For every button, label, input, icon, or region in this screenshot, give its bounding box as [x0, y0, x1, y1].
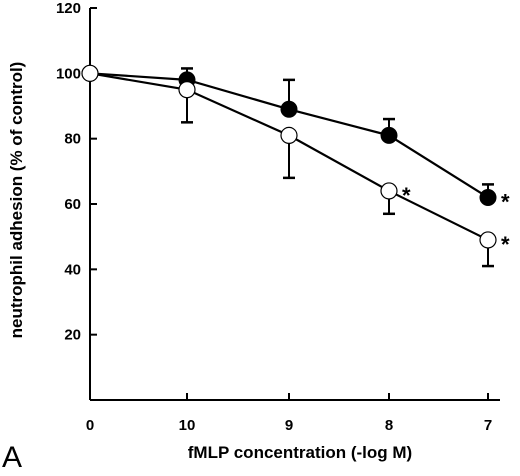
- x-tick-label: 7: [484, 417, 492, 434]
- tick-marks: 20 40 60 80 100 120 0 10 9 8 7: [56, 0, 492, 434]
- x-axis-label: fMLP concentration (-log M): [188, 443, 412, 462]
- data-point-filled: [280, 100, 298, 118]
- series-group: ***: [81, 64, 510, 268]
- data-point-open: [178, 81, 196, 99]
- x-tick-label: 9: [285, 417, 293, 434]
- y-tick-label: 20: [64, 327, 81, 344]
- significance-marker: *: [501, 189, 510, 214]
- data-point-open: [479, 231, 497, 249]
- significance-marker: *: [501, 232, 510, 257]
- series-2: **: [81, 64, 510, 268]
- y-tick-label: 40: [64, 261, 81, 278]
- data-point-open: [380, 182, 398, 200]
- axes: [89, 8, 500, 401]
- significance-marker: *: [402, 183, 411, 208]
- y-tick-label: 60: [64, 196, 81, 213]
- x-tick-label: 10: [179, 417, 196, 434]
- y-tick-label: 120: [56, 0, 81, 17]
- y-tick-label: 80: [64, 131, 81, 148]
- y-axis-label: neutrophil adhesion (% of control): [7, 62, 26, 339]
- panel-label: A: [2, 441, 22, 471]
- data-point-open: [81, 64, 99, 82]
- data-point-filled: [380, 126, 398, 144]
- data-point-filled: [479, 188, 497, 206]
- y-tick-label: 100: [56, 65, 81, 82]
- x-tick-label: 8: [385, 417, 393, 434]
- x-tick-label: 0: [86, 417, 94, 434]
- data-point-open: [280, 126, 298, 144]
